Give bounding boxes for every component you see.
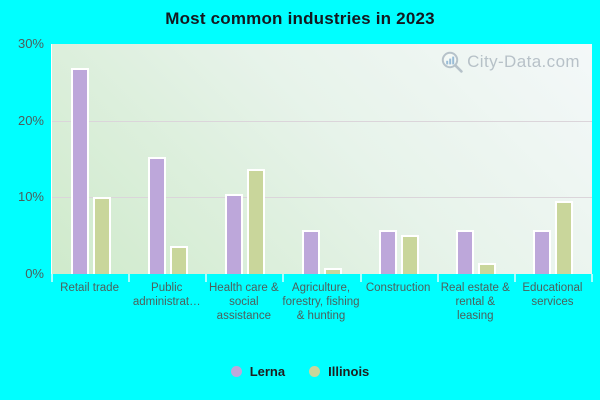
x-axis-tick (205, 274, 208, 282)
bar-illinois (401, 235, 420, 274)
bar-lerna (533, 230, 552, 274)
legend-marker-icon (309, 366, 321, 377)
bar-illinois (478, 263, 497, 274)
magnifier-bar-chart-icon (441, 51, 463, 73)
x-axis-label: Health care & social assistance (209, 282, 279, 322)
legend-item-illinois: Illinois (309, 364, 369, 379)
x-axis-tick (436, 274, 439, 282)
bar-group (438, 44, 515, 274)
gridline (52, 197, 592, 199)
bar-illinois (169, 246, 188, 274)
bar-lerna (147, 157, 166, 274)
bar-lerna (301, 230, 320, 274)
x-axis-tick (591, 274, 593, 282)
plot-area: City-Data.com (51, 44, 593, 282)
legend-marker-icon (230, 366, 242, 377)
y-axis-label: 30% (17, 36, 44, 51)
x-axis-label: Real estate & rental & leasing (440, 282, 510, 322)
y-axis-label: 0% (25, 266, 44, 281)
legend-label: Lerna (249, 364, 286, 379)
x-axis-label: Public administrat… (132, 282, 201, 308)
bar-illinois (92, 197, 111, 274)
x-axis-tick (51, 274, 53, 282)
city-data-watermark: City-Data.com (440, 50, 580, 74)
bar-illinois (555, 201, 574, 274)
bar-lerna (70, 68, 89, 274)
bar-lerna (224, 194, 243, 274)
x-axis-label: Educational services (522, 282, 583, 308)
bar-group (515, 44, 592, 274)
bar-group (52, 44, 129, 274)
y-axis-label: 20% (17, 112, 44, 128)
bar-group (361, 44, 438, 274)
bar-lerna (456, 230, 475, 274)
legend-item-lerna: Lerna (230, 364, 286, 379)
bar-group (283, 44, 360, 274)
bar-illinois (246, 169, 265, 274)
legend: Lerna Illinois (0, 364, 600, 379)
bar-group (129, 44, 206, 274)
x-axis-tick (282, 274, 285, 282)
watermark-text: City-Data.com (467, 52, 580, 71)
x-axis-label: Retail trade (60, 282, 119, 294)
chart-title: Most common industries in 2023 (165, 9, 435, 28)
bar-group (206, 44, 283, 274)
y-axis-label: 10% (17, 189, 44, 205)
bar-illinois (323, 268, 342, 274)
x-axis-tick (128, 274, 131, 282)
x-axis-tick (513, 274, 516, 282)
x-axis-label: Agriculture, forestry, fishing & hunting (282, 282, 360, 322)
x-axis-label: Construction (365, 282, 431, 294)
bar-lerna (379, 230, 398, 274)
gridline (52, 120, 592, 122)
legend-label: Illinois (328, 364, 370, 379)
x-axis-tick (359, 274, 362, 282)
